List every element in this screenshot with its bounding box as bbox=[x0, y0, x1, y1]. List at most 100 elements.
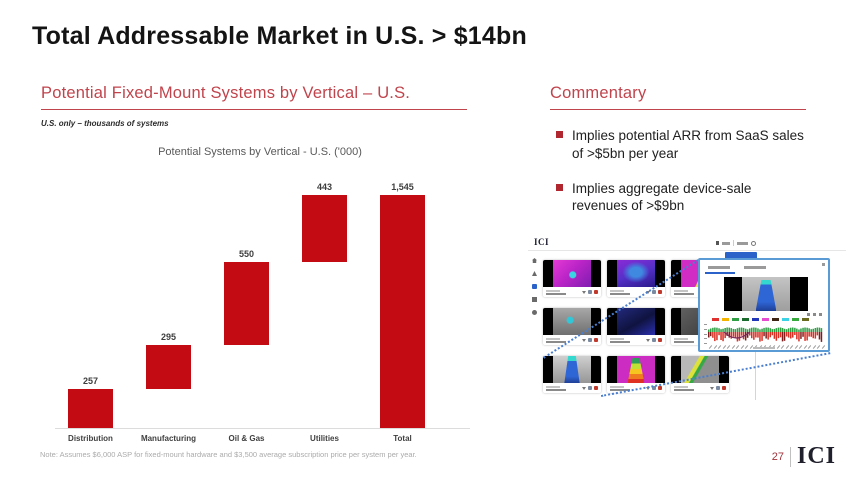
expand-caret-icon[interactable] bbox=[582, 338, 586, 342]
thermal-image-frame bbox=[552, 356, 592, 383]
card-footer bbox=[543, 383, 601, 393]
card-title-text bbox=[546, 289, 566, 295]
expand-caret-icon[interactable] bbox=[646, 386, 650, 390]
legend-swatch bbox=[732, 318, 739, 321]
expand-caret-icon[interactable] bbox=[646, 290, 650, 294]
chart-title: Potential Systems by Vertical - U.S. ('0… bbox=[158, 146, 362, 158]
legend-swatch bbox=[752, 318, 759, 321]
app-logo: ICI bbox=[534, 237, 550, 247]
notification-icon[interactable] bbox=[716, 241, 719, 245]
axis-tick bbox=[726, 345, 731, 349]
bullet-square-icon bbox=[556, 131, 563, 138]
thermal-image-frame bbox=[742, 277, 790, 311]
category-label: Manufacturing bbox=[140, 434, 197, 443]
panel-divider bbox=[755, 352, 756, 400]
waterfall-bar-distribution bbox=[68, 389, 113, 428]
expand-caret-icon[interactable] bbox=[646, 338, 650, 342]
waterfall-bar-manufacturing bbox=[146, 344, 191, 390]
axis-tick bbox=[744, 345, 749, 349]
snapshot-icon[interactable] bbox=[652, 338, 656, 342]
thermal-camera-card[interactable] bbox=[543, 308, 601, 345]
alert-icon[interactable] bbox=[594, 290, 598, 294]
alert-icon[interactable] bbox=[658, 338, 662, 342]
data-label: 550 bbox=[238, 248, 255, 259]
thermal-image bbox=[543, 260, 601, 287]
alert-icon[interactable] bbox=[594, 338, 598, 342]
bullet-text: Implies potential ARR from SaaS sales of… bbox=[572, 128, 804, 161]
header-menu-item[interactable] bbox=[722, 241, 730, 245]
popup-tab[interactable] bbox=[744, 266, 766, 269]
axis-tick bbox=[708, 345, 713, 349]
waterfall-bar-oil-gas bbox=[224, 261, 269, 345]
card-footer bbox=[543, 335, 601, 345]
snapshot-icon[interactable] bbox=[588, 338, 592, 342]
app-header: ICI bbox=[528, 236, 846, 251]
card-title-text bbox=[674, 337, 694, 343]
gear-icon[interactable] bbox=[751, 240, 756, 246]
expand-caret-icon[interactable] bbox=[710, 386, 714, 390]
card-title-text bbox=[674, 289, 694, 295]
popup-tab-active[interactable] bbox=[708, 266, 730, 269]
snapshot-icon[interactable] bbox=[652, 290, 656, 294]
axis-tick bbox=[776, 345, 780, 349]
axis-tick bbox=[740, 345, 744, 349]
temperature-spark-chart bbox=[708, 327, 823, 342]
expand-caret-icon[interactable] bbox=[582, 386, 586, 390]
axis-tick bbox=[731, 345, 735, 349]
assumptions-note: Note: Assumes $6,000 ASP for fixed-mount… bbox=[40, 450, 417, 459]
card-footer bbox=[607, 335, 665, 345]
waterfall-bar-total bbox=[380, 195, 425, 428]
legend-swatch bbox=[792, 318, 799, 321]
thermal-camera-card[interactable] bbox=[607, 356, 665, 393]
alert-icon[interactable] bbox=[722, 386, 726, 390]
axis-tick bbox=[713, 345, 717, 349]
company-logo: ICI bbox=[796, 443, 836, 469]
thermal-image-frame bbox=[552, 260, 592, 287]
axis-tick bbox=[790, 345, 794, 349]
commentary-bullet: Implies potential ARR from SaaS sales of… bbox=[556, 127, 806, 163]
home-icon[interactable] bbox=[532, 258, 537, 263]
axis-tick bbox=[799, 345, 803, 349]
snapshot-icon[interactable] bbox=[652, 386, 656, 390]
snapshot-icon[interactable] bbox=[588, 386, 592, 390]
category-label: Total bbox=[393, 434, 412, 443]
thermal-camera-card[interactable] bbox=[543, 260, 601, 297]
popup-tabs bbox=[700, 260, 828, 274]
primary-action-button[interactable] bbox=[725, 252, 757, 259]
cameras-icon[interactable] bbox=[532, 284, 537, 289]
product-screenshot: ICI bbox=[528, 236, 846, 404]
x-axis-caption bbox=[753, 347, 775, 349]
account-menu-item[interactable] bbox=[737, 241, 748, 245]
card-title-text bbox=[546, 385, 566, 391]
settings-icon[interactable] bbox=[532, 310, 537, 315]
thermal-camera-card[interactable] bbox=[543, 356, 601, 393]
data-label: 443 bbox=[316, 182, 333, 192]
app-header-icons bbox=[716, 240, 756, 246]
expand-caret-icon[interactable] bbox=[582, 290, 586, 294]
header-divider bbox=[733, 240, 734, 246]
category-label: Distribution bbox=[68, 434, 113, 443]
alert-icon[interactable] bbox=[658, 386, 662, 390]
help-icon[interactable] bbox=[822, 263, 825, 266]
thermal-image bbox=[671, 356, 729, 383]
card-title-text bbox=[610, 337, 630, 343]
snapshot-icon[interactable] bbox=[588, 290, 592, 294]
thermal-camera-card[interactable] bbox=[671, 356, 729, 393]
thermal-camera-card[interactable] bbox=[607, 308, 665, 345]
axis-tick bbox=[781, 345, 785, 349]
footer-divider bbox=[789, 446, 791, 467]
snapshot-icon[interactable] bbox=[716, 386, 720, 390]
reports-icon[interactable] bbox=[532, 297, 537, 302]
thermal-camera-card[interactable] bbox=[607, 260, 665, 297]
temperature-legend bbox=[712, 318, 809, 321]
legend-swatch bbox=[782, 318, 789, 321]
alerts-icon[interactable] bbox=[532, 271, 537, 276]
chart-toolbar-icons[interactable] bbox=[807, 313, 822, 316]
thermal-image-frame bbox=[616, 260, 656, 287]
axis-tick bbox=[817, 345, 821, 349]
alert-icon[interactable] bbox=[594, 386, 598, 390]
alert-icon[interactable] bbox=[658, 290, 662, 294]
legend-swatch bbox=[742, 318, 749, 321]
commentary-heading: Commentary bbox=[550, 84, 647, 102]
